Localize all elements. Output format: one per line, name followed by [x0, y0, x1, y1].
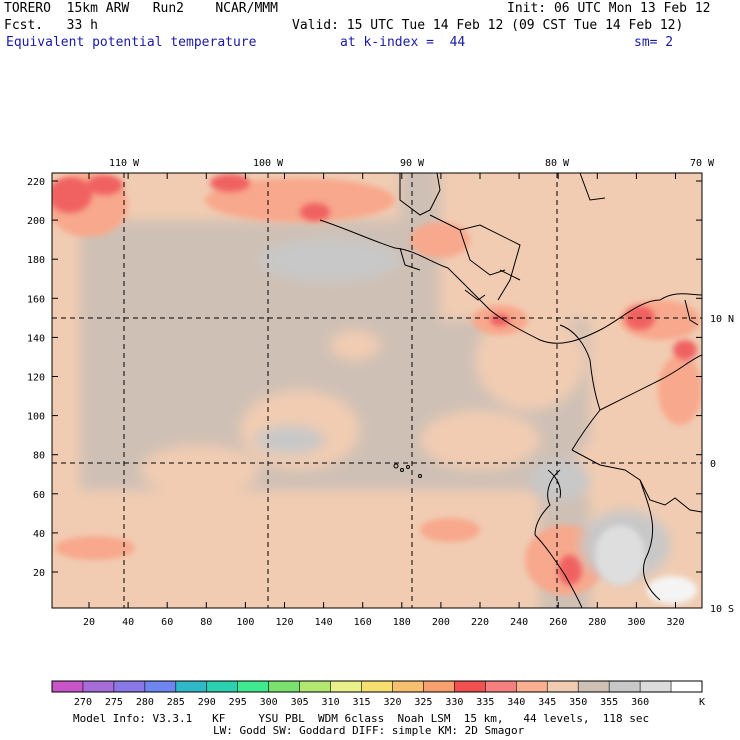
valid-time: Valid: 15 UTC Tue 14 Feb 12 (09 CST Tue …: [292, 18, 684, 33]
colorbar-swatch: [206, 681, 239, 692]
colorbar-label: 275: [105, 697, 123, 708]
colorbar-frame: [51, 680, 703, 693]
colorbar-label: 270: [74, 697, 92, 708]
x-tick-label: 200: [432, 617, 450, 628]
colorbar-swatch: [547, 681, 579, 692]
colorbar-label: 305: [291, 697, 309, 708]
model-info-line2: LW: Godd SW: Goddard DIFF: simple KM: 2D…: [213, 724, 525, 737]
x-tick-label: 140: [315, 617, 333, 628]
colorbar-label: 345: [538, 697, 556, 708]
x-tick-label: 260: [549, 617, 567, 628]
colorbar-label: 330: [445, 697, 463, 708]
x-tick-label: 220: [471, 617, 489, 628]
colorbar-swatch: [237, 681, 270, 692]
model-title: TORERO 15km ARW Run2 NCAR/MMM: [4, 1, 278, 16]
colorbar-label: 350: [569, 697, 587, 708]
y-tick-label: 80: [33, 451, 45, 462]
colorbar-label: 360: [631, 697, 649, 708]
y-axis: 220 200 180 160 140 120 100 80 60 40 20: [27, 177, 702, 579]
colorbar-swatch: [454, 681, 486, 692]
x-tick-label: 20: [83, 617, 95, 628]
y-tick-label: 180: [27, 255, 45, 266]
colorbar-swatch: [52, 681, 84, 692]
colorbar-swatch: [578, 681, 610, 692]
colorbar-swatch: [330, 681, 363, 692]
x-tick-label: 80: [200, 617, 212, 628]
colorbar-label: 315: [352, 697, 370, 708]
longitude-label: 100 W: [253, 158, 284, 169]
colorbar-swatch: [299, 681, 332, 692]
colorbar-label: 300: [260, 697, 278, 708]
level-info: at k-index = 44: [340, 35, 466, 50]
longitude-label: 90 W: [400, 158, 425, 169]
x-tick-label: 300: [627, 617, 645, 628]
colorbar-swatch: [485, 681, 517, 692]
smoothing-info: sm= 2: [634, 35, 674, 50]
colorbar-swatch: [361, 681, 393, 692]
colorbar-swatch: [392, 681, 424, 692]
y-tick-label: 120: [27, 373, 45, 384]
x-tick-label: 280: [588, 617, 606, 628]
model-info-line1: Model Info: V3.3.1 KF YSU PBL WDM 6class…: [73, 712, 650, 725]
x-tick-label: 160: [354, 617, 372, 628]
x-tick-label: 320: [666, 617, 684, 628]
graticule: [52, 173, 702, 608]
x-tick-label: 240: [510, 617, 528, 628]
colorbar-label: 325: [414, 697, 432, 708]
map-frame: [51, 172, 703, 609]
field-band-330-335: [52, 174, 697, 585]
x-tick-label: 40: [122, 617, 134, 628]
latitude-label: 10 N: [710, 314, 734, 325]
theta-e-field: [52, 173, 702, 608]
x-tick-label: 60: [161, 617, 173, 628]
y-tick-label: 200: [27, 216, 45, 227]
x-tick-label: 100: [236, 617, 254, 628]
x-tick-label: 180: [393, 617, 411, 628]
colorbar-label: 290: [198, 697, 216, 708]
field-band-355-360: [595, 525, 645, 585]
longitude-labels: 110 W 100 W 90 W 80 W 70 W: [109, 158, 715, 169]
colorbar-label: 340: [507, 697, 525, 708]
colorbar-swatch: [609, 681, 641, 692]
y-tick-label: 60: [33, 490, 45, 501]
y-tick-label: 100: [27, 412, 45, 423]
y-tick-label: 160: [27, 294, 45, 305]
colorbar-label: 355: [600, 697, 618, 708]
colorbar-swatch: [82, 681, 115, 692]
x-axis: 20 40 60 80 100 120 140 160 180 200 220 240 260 280 30…: [83, 173, 685, 628]
colorbar-swatch: [113, 681, 146, 692]
latitude-label: 10 S: [710, 604, 734, 615]
colorbar-label: 320: [383, 697, 401, 708]
colorbar-label: 335: [476, 697, 494, 708]
y-tick-label: 220: [27, 177, 45, 188]
colorbar-swatch: [175, 681, 208, 692]
colorbar-swatch: [268, 681, 301, 692]
colorbar-swatch: [671, 681, 703, 692]
longitude-label: 110 W: [109, 158, 140, 169]
colorbar-swatch: [640, 681, 672, 692]
colorbar-swatch: [423, 681, 455, 692]
latitude-label: 0: [710, 459, 716, 470]
y-tick-label: 20: [33, 568, 45, 579]
latitude-labels: 10 N 0 10 S: [710, 314, 734, 615]
colorbar-label: 310: [322, 697, 340, 708]
colorbar-unit: K: [699, 697, 705, 708]
colorbar-label: 280: [136, 697, 154, 708]
colorbar-swatch: [516, 681, 548, 692]
y-tick-label: 140: [27, 333, 45, 344]
colorbar-swatch: [144, 681, 177, 692]
coastlines: [319, 173, 702, 608]
longitude-label: 70 W: [690, 158, 715, 169]
field-name: Equivalent potential temperature: [6, 35, 257, 50]
y-tick-label: 40: [33, 529, 45, 540]
colorbar-label: 295: [229, 697, 247, 708]
colorbar: 270 275 280 285 290 295 300 305 310 315 320 325 330 3…: [51, 680, 705, 708]
colorbar-label: 285: [167, 697, 185, 708]
forecast-hour: Fcst. 33 h: [4, 18, 98, 33]
x-tick-label: 120: [275, 617, 293, 628]
longitude-label: 80 W: [545, 158, 570, 169]
init-time: Init: 06 UTC Mon 13 Feb 12: [507, 1, 711, 16]
